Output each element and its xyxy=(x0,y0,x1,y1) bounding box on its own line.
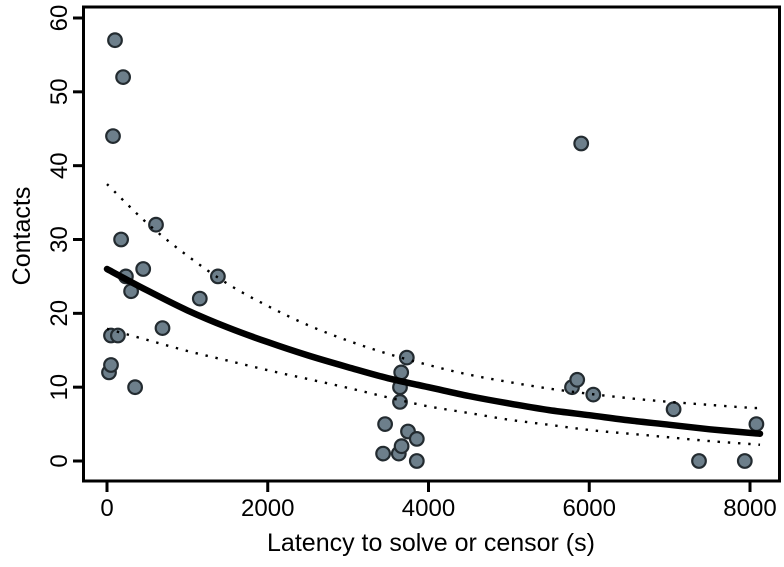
exponential-fit-curve xyxy=(103,265,764,437)
fit-curves xyxy=(103,183,764,446)
data-point xyxy=(736,453,753,469)
plot-border xyxy=(82,5,781,483)
data-point xyxy=(113,231,129,248)
y-axis: 0 10 20 30 40 50 60 xyxy=(46,5,83,468)
y-tick-label: 40 xyxy=(46,152,73,179)
y-tick-label: 20 xyxy=(46,300,73,327)
y-tick-label: 30 xyxy=(46,226,73,253)
x-axis: 0 2000 4000 6000 8000 xyxy=(100,482,777,522)
data-point xyxy=(154,320,171,337)
data-point xyxy=(748,416,765,433)
data-point xyxy=(665,401,682,418)
y-tick-label: 0 xyxy=(46,454,73,467)
data-point xyxy=(191,290,208,307)
data-point xyxy=(135,261,152,277)
data-point xyxy=(115,69,131,85)
y-tick-label: 60 xyxy=(46,5,73,32)
y-tick-label: 10 xyxy=(46,374,73,401)
data-point xyxy=(109,327,126,344)
scatter-points xyxy=(101,32,765,469)
x-tick-label: 2000 xyxy=(241,495,294,522)
data-point xyxy=(375,445,392,462)
data-point xyxy=(398,349,415,366)
data-point xyxy=(573,135,590,152)
x-tick-label: 4000 xyxy=(402,495,455,522)
data-point xyxy=(408,431,425,447)
data-point xyxy=(148,216,164,233)
data-point xyxy=(408,453,425,469)
data-point xyxy=(103,357,119,373)
data-point xyxy=(107,32,123,49)
y-tick-label: 50 xyxy=(46,78,73,105)
data-point xyxy=(377,416,394,433)
x-tick-label: 8000 xyxy=(723,495,776,522)
x-tick-label: 6000 xyxy=(563,495,616,522)
data-point xyxy=(127,379,144,396)
x-axis-title: Latency to solve or censor (s) xyxy=(267,529,595,557)
data-point xyxy=(105,128,121,145)
data-point xyxy=(393,438,410,455)
y-axis-title: Contacts xyxy=(8,187,36,286)
data-point xyxy=(691,453,707,469)
x-tick-label: 0 xyxy=(100,495,113,522)
data-point xyxy=(569,371,586,388)
